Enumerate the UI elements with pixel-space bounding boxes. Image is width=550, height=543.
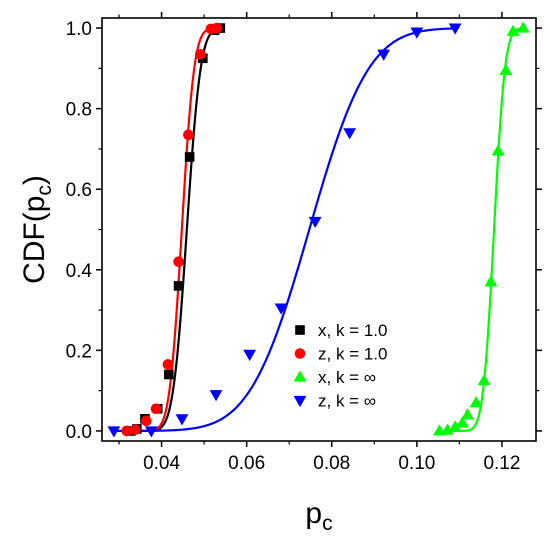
y-tick-label: 0.0 <box>66 422 92 443</box>
data-point <box>129 424 141 436</box>
y-tick-label: 1.0 <box>66 19 92 40</box>
axis-tick-labels: 0.04 0.06 0.08 0.10 0.12 0.0 0.2 0.4 0.6 0.8 1.0 <box>66 19 521 474</box>
fit-curve-4 <box>113 27 456 433</box>
data-point <box>194 48 206 60</box>
data-point <box>274 303 288 315</box>
data-point <box>211 22 223 34</box>
legend-marker <box>293 395 307 408</box>
legend-marker <box>294 348 306 359</box>
fit-curve-1 <box>130 27 221 433</box>
data-point <box>343 128 357 140</box>
legend-label: x, k = ∞ <box>318 368 376 387</box>
data-point <box>477 373 491 386</box>
data-point <box>173 281 184 291</box>
data-point <box>491 144 505 156</box>
data-point <box>448 420 462 432</box>
data-point <box>209 390 223 402</box>
x-tick-label: 0.06 <box>228 453 265 474</box>
y-tick-label: 0.4 <box>66 261 93 282</box>
y-tick-label: 0.2 <box>66 341 92 362</box>
data-point <box>469 396 483 408</box>
data-points <box>107 21 530 438</box>
data-point <box>506 24 520 36</box>
data-point <box>484 275 498 287</box>
legend-label: z, k = ∞ <box>318 392 376 411</box>
data-point <box>308 216 322 229</box>
x-tick-label: 0.10 <box>398 453 435 474</box>
data-point <box>144 426 158 438</box>
data-point <box>164 369 174 380</box>
legend-label: z, k = 1.0 <box>318 345 387 364</box>
data-point <box>175 414 189 426</box>
x-axis-title: pc <box>305 497 332 535</box>
axis-ticks <box>96 12 542 447</box>
y-axis-title: CDF(pc) <box>18 175 56 284</box>
x-tick-label: 0.04 <box>143 453 180 474</box>
data-point <box>121 425 132 437</box>
data-point <box>107 426 121 438</box>
fit-curve-3 <box>439 27 524 433</box>
legend: x, k = 1.0 z, k = 1.0 x, k = ∞ z, k = ∞ <box>293 321 387 411</box>
data-point <box>243 349 257 361</box>
data-point <box>461 408 474 420</box>
data-point <box>455 416 469 428</box>
data-point <box>499 63 513 75</box>
data-point <box>377 49 391 61</box>
data-point <box>150 403 162 415</box>
x-tick-label: 0.08 <box>313 453 350 474</box>
data-point <box>162 359 174 370</box>
y-tick-label: 0.6 <box>66 180 92 201</box>
data-point <box>441 423 454 435</box>
data-point <box>410 27 424 39</box>
legend-label: x, k = 1.0 <box>318 321 387 340</box>
y-tick-label: 0.8 <box>66 100 92 121</box>
data-point <box>183 129 194 141</box>
x-tick-label: 0.12 <box>483 453 520 474</box>
data-point <box>173 256 184 268</box>
data-point <box>140 415 152 427</box>
data-point <box>448 23 462 35</box>
data-point <box>516 21 530 33</box>
legend-marker <box>293 370 307 382</box>
data-point <box>184 152 195 162</box>
legend-marker <box>295 325 305 335</box>
